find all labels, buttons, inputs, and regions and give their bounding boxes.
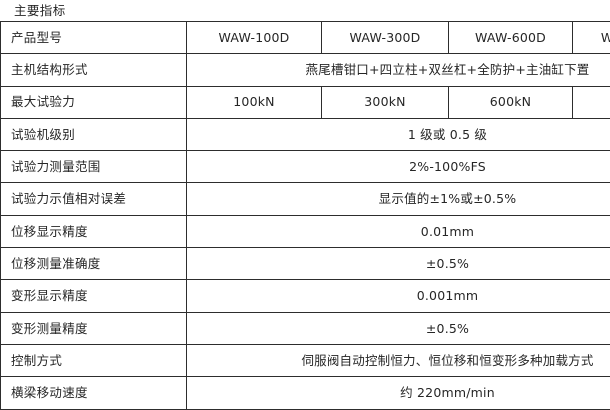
row-value: 0.01mm — [187, 215, 610, 247]
row-value-force-4: 1000kN — [573, 86, 610, 118]
table-row: 控制方式 伺服阀自动控制恒力、恒位移和恒变形多种加载方式 — [1, 344, 610, 376]
row-value-model-4: WAW-1000D — [573, 22, 610, 54]
row-label: 位移测量准确度 — [1, 248, 187, 280]
row-label: 横梁移动速度 — [1, 377, 187, 409]
table-row: 横梁移动速度 约 220mm/min — [1, 377, 610, 409]
table-row: 主机结构形式 燕尾槽钳口+四立柱+双丝杠+全防护+主油缸下置 — [1, 54, 610, 86]
row-label: 主机结构形式 — [1, 54, 187, 86]
row-value: 显示值的±1%或±0.5% — [187, 183, 610, 215]
table-row: 最大试验力 100kN 300kN 600kN 1000kN — [1, 86, 610, 118]
row-value-force-3: 600kN — [449, 86, 573, 118]
table-row: 试验机级别 1 级或 0.5 级 — [1, 118, 610, 150]
table-row: 位移测量准确度 ±0.5% — [1, 248, 610, 280]
table-row: 变形测量精度 ±0.5% — [1, 312, 610, 344]
table-row: 试验力示值相对误差 显示值的±1%或±0.5% — [1, 183, 610, 215]
row-value-force-1: 100kN — [187, 86, 322, 118]
row-value-model-3: WAW-600D — [449, 22, 573, 54]
table-row: 变形显示精度 0.001mm — [1, 280, 610, 312]
table-body: 产品型号 WAW-100D WAW-300D WAW-600D WAW-1000… — [1, 22, 610, 410]
table-row: 试验力测量范围 2%-100%FS — [1, 151, 610, 183]
page-title: 主要指标 — [14, 0, 66, 22]
row-label: 控制方式 — [1, 344, 187, 376]
row-value: 伺服阀自动控制恒力、恒位移和恒变形多种加载方式 — [187, 344, 610, 376]
row-label: 最大试验力 — [1, 86, 187, 118]
row-value: 约 220mm/min — [187, 377, 610, 409]
specification-table: 产品型号 WAW-100D WAW-300D WAW-600D WAW-1000… — [0, 21, 610, 410]
table-row: 产品型号 WAW-100D WAW-300D WAW-600D WAW-1000… — [1, 22, 610, 54]
row-value: 0.001mm — [187, 280, 610, 312]
row-label: 产品型号 — [1, 22, 187, 54]
row-value-model-1: WAW-100D — [187, 22, 322, 54]
row-value: 2%-100%FS — [187, 151, 610, 183]
row-value: 1 级或 0.5 级 — [187, 118, 610, 150]
row-label: 位移显示精度 — [1, 215, 187, 247]
row-label: 试验机级别 — [1, 118, 187, 150]
row-value-model-2: WAW-300D — [322, 22, 449, 54]
row-value: ±0.5% — [187, 312, 610, 344]
row-value: 燕尾槽钳口+四立柱+双丝杠+全防护+主油缸下置 — [187, 54, 610, 86]
row-label: 变形测量精度 — [1, 312, 187, 344]
row-value: ±0.5% — [187, 248, 610, 280]
row-label: 试验力示值相对误差 — [1, 183, 187, 215]
table-row: 位移显示精度 0.01mm — [1, 215, 610, 247]
row-label: 试验力测量范围 — [1, 151, 187, 183]
row-value-force-2: 300kN — [322, 86, 449, 118]
row-label: 变形显示精度 — [1, 280, 187, 312]
